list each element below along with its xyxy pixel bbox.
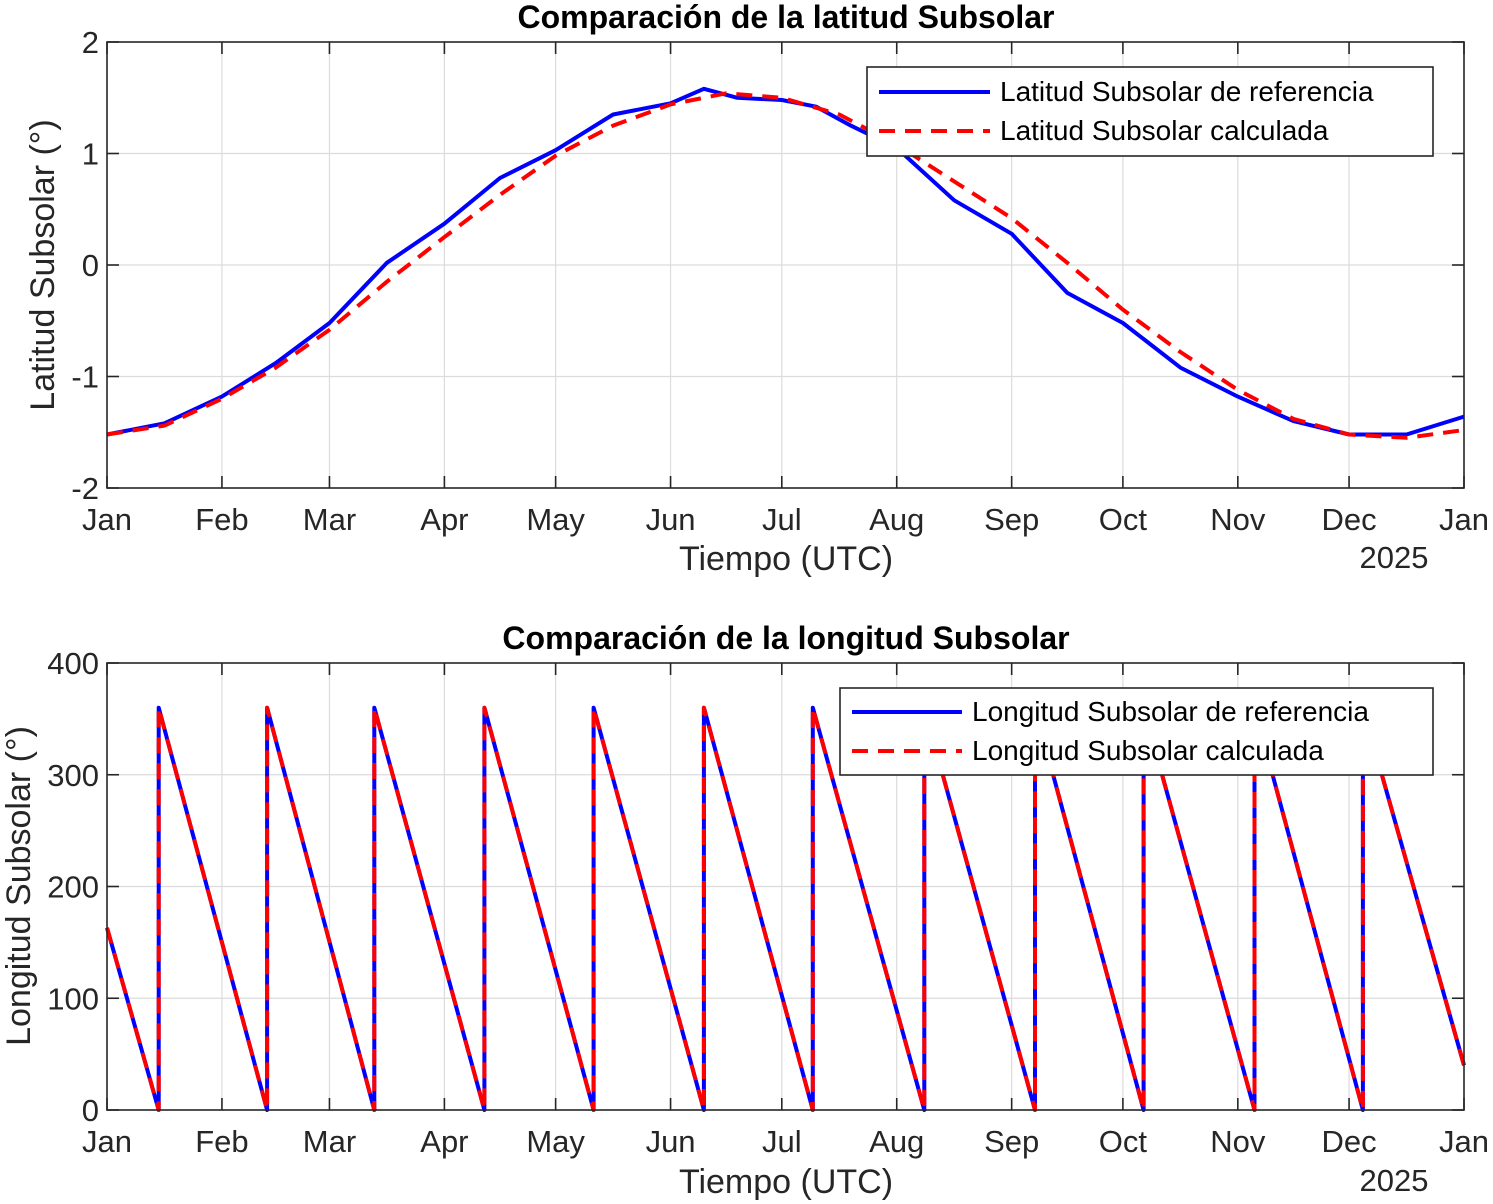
y-tick-label: 200 — [47, 870, 99, 905]
x-tick-label: Jan — [82, 502, 132, 537]
x-tick-label: Jan — [1439, 1124, 1489, 1159]
longitude-legend-box — [839, 687, 1434, 776]
latitude-chart: Comparación de la latitud Subsolar Jan Fe… — [24, 0, 1489, 578]
x-tick-label: Apr — [420, 502, 468, 537]
x-tick-label: Jul — [762, 502, 802, 537]
x-tick-label: Nov — [1210, 1124, 1266, 1159]
x-tick-label: Apr — [420, 1124, 468, 1159]
y-tick-label: -2 — [71, 471, 99, 506]
y-tick-label: -1 — [71, 360, 99, 395]
x-tick-label: Dec — [1321, 1124, 1376, 1159]
longitude-y-axis-label: Longitud Subsolar (°) — [0, 726, 38, 1046]
latitude-axes-frame — [106, 41, 1465, 489]
longitude-x-tick-labels: Jan Feb Mar Apr May Jun Jul Aug Sep Oct Nov Dec Jan — [82, 1124, 1489, 1159]
longitude-axes-frame — [106, 662, 1465, 1111]
x-tick-label: Nov — [1210, 502, 1266, 537]
x-tick-label: Sep — [984, 502, 1039, 537]
x-tick-label: Sep — [984, 1124, 1039, 1159]
longitude-y-tick-labels: 0 100 200 300 400 — [47, 646, 99, 1128]
series-line-calculated — [106, 91, 1465, 440]
legend-label-longitude-calculated: Longitud Subsolar calculada — [972, 735, 1324, 766]
x-tick-label: May — [526, 502, 585, 537]
y-tick-label: 2 — [82, 25, 99, 60]
longitude-chart-title: Comparación de la longitud Subsolar — [502, 620, 1069, 656]
latitude-chart-title: Comparación de la latitud Subsolar — [518, 0, 1055, 35]
longitude-series — [105, 705, 1466, 1112]
y-tick-label: 0 — [82, 1093, 99, 1128]
latitude-series — [106, 86, 1465, 440]
y-tick-label: 0 — [82, 248, 99, 283]
series-line-reference — [106, 86, 1465, 437]
x-tick-label: May — [526, 1124, 585, 1159]
x-tick-label: Oct — [1099, 502, 1148, 537]
x-tick-label: Aug — [869, 1124, 924, 1159]
x-tick-label: Feb — [195, 502, 248, 537]
x-tick-label: Jun — [646, 502, 696, 537]
latitude-year-label: 2025 — [1360, 540, 1429, 575]
y-tick-label: 300 — [47, 758, 99, 793]
longitude-x-axis-label: Tiempo (UTC) — [679, 1163, 893, 1201]
latitude-x-tick-labels: Jan Feb Mar Apr May Jun Jul Aug Sep Oct Nov Dec Jan — [82, 502, 1489, 537]
latitude-y-axis-label: Latitud Subsolar (°) — [24, 119, 62, 410]
latitude-x-axis-label: Tiempo (UTC) — [679, 540, 893, 578]
x-tick-label: Mar — [303, 502, 356, 537]
x-tick-label: Oct — [1099, 1124, 1148, 1159]
y-tick-label: 1 — [82, 137, 99, 172]
longitude-chart: Comparación de la longitud Subsolar Jan F… — [0, 620, 1489, 1201]
longitude-year-label: 2025 — [1360, 1163, 1429, 1198]
y-tick-label: 100 — [47, 981, 99, 1016]
x-tick-label: Dec — [1321, 502, 1376, 537]
latitude-legend-box — [866, 66, 1434, 157]
x-tick-label: Mar — [303, 1124, 356, 1159]
legend-label-latitude-calculated: Latitud Subsolar calculada — [1000, 115, 1329, 146]
legend-label-longitude-reference: Longitud Subsolar de referencia — [972, 696, 1369, 727]
y-tick-label: 400 — [47, 646, 99, 681]
latitude-y-tick-labels: -2 -1 0 1 2 — [71, 25, 99, 506]
x-tick-label: Jul — [762, 1124, 802, 1159]
x-tick-label: Jan — [82, 1124, 132, 1159]
series-line-calculated — [105, 705, 1466, 1112]
x-tick-label: Feb — [195, 1124, 248, 1159]
x-tick-label: Jun — [646, 1124, 696, 1159]
x-tick-label: Aug — [869, 502, 924, 537]
x-tick-label: Jan — [1439, 502, 1489, 537]
legend-label-latitude-reference: Latitud Subsolar de referencia — [1000, 76, 1374, 107]
latitude-legend: Latitud Subsolar de referencia Latitud S… — [866, 66, 1434, 157]
longitude-legend: Longitud Subsolar de referencia Longitud… — [839, 687, 1434, 776]
